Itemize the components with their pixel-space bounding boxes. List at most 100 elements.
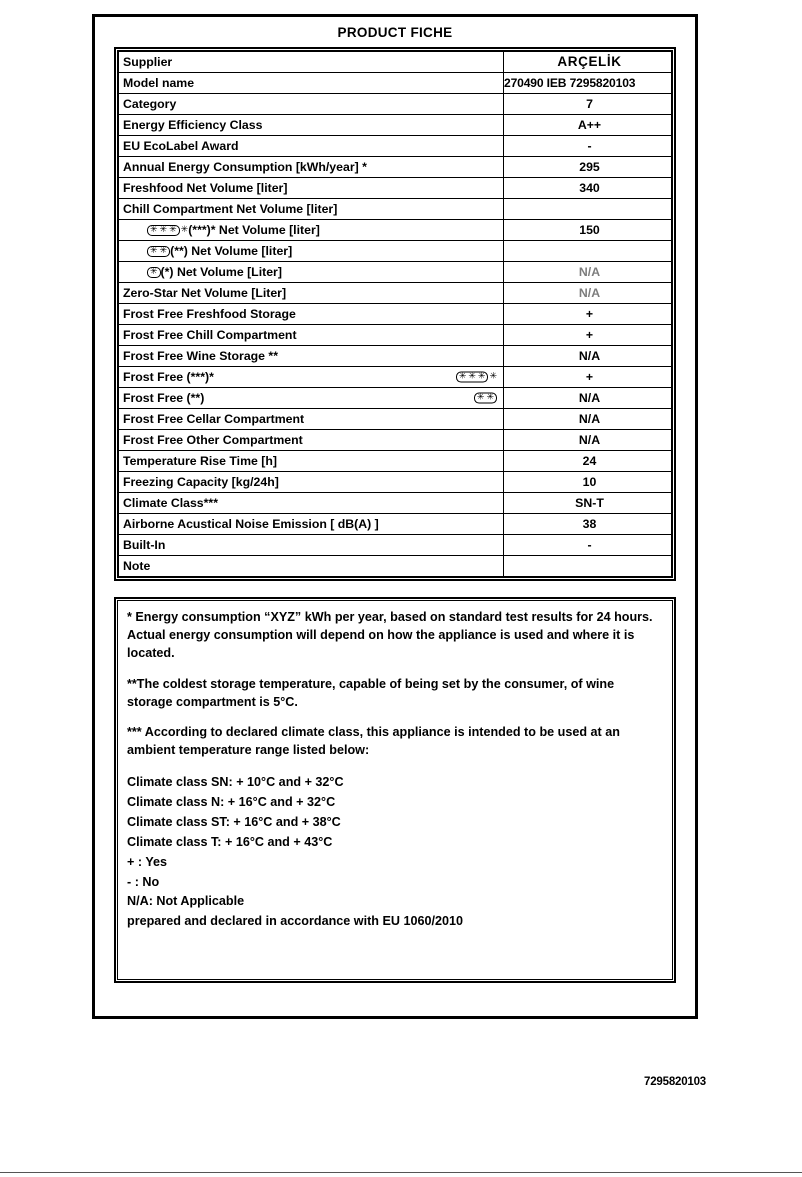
spec-value-cell (503, 198, 672, 220)
table-row: Annual Energy Consumption [kWh/year] * 29… (118, 156, 672, 178)
star-icon: ✳ (486, 392, 494, 403)
note-line: Climate class T: + 16°C and + 43°C (127, 834, 333, 849)
table-row: Climate Class*** SN-T (118, 492, 672, 514)
specification-table-inner: Supplier ARÇELİK Model name 270490 IEB 7295… (117, 50, 673, 578)
notes-container: * Energy consumption “XYZ” kWh per year,… (114, 597, 676, 983)
star-icon: ✳ (159, 245, 168, 256)
table-row: Built-In - (118, 534, 672, 556)
three-star-plus-one-badge: ✳ ✳ ✳ ✳ (147, 224, 188, 236)
note-line: N/A: Not Applicable (127, 894, 245, 909)
spec-label-cell: Energy Efficiency Class (118, 114, 504, 136)
star-icon: ✳ (150, 224, 158, 235)
spec-value-cell: N/A (503, 387, 672, 409)
two-star-badge: ✳ ✳ (473, 392, 497, 404)
notes-paragraph-group: * Energy consumption “XYZ” kWh per year,… (127, 609, 663, 760)
star-badge-box: ✳ ✳ ✳ (147, 224, 180, 236)
table-row: Frost Free Chill Compartment + (118, 324, 672, 346)
table-row: Chill Compartment Net Volume [liter] (118, 198, 672, 220)
spec-label-cell: Zero-Star Net Volume [Liter] (118, 282, 504, 304)
spec-label-cell: Frost Free Chill Compartment (118, 324, 504, 346)
star-badge-box: ✳ ✳ (147, 245, 171, 257)
spec-label-text: Zero-Star Net Volume [Liter] (123, 285, 287, 300)
spec-label-cell: Climate Class*** (118, 492, 504, 514)
spec-value-cell: SN-T (503, 492, 672, 514)
spec-label-cell: Temperature Rise Time [h] (118, 450, 504, 472)
star-badge-box: ✳ ✳ ✳ (455, 371, 489, 383)
spec-label-right-icon: ✳ ✳ ✳ ✳ (455, 371, 497, 384)
note-paragraph: **The coldest storage temperature, capab… (127, 676, 615, 709)
star-badge-box: ✳ (147, 266, 161, 278)
spec-label-text: (*) Net Volume [Liter] (160, 264, 282, 279)
spec-value-cell: A++ (503, 114, 672, 136)
note-line: prepared and declared in accordance with… (127, 914, 463, 929)
note-line: - : No (127, 874, 160, 889)
star-badge-box: ✳ ✳ (473, 392, 497, 404)
spec-value-cell (503, 240, 672, 262)
spec-label-text: EU EcoLabel Award (123, 138, 239, 153)
spec-label-text: Temperature Rise Time [h] (123, 453, 277, 468)
spec-label-text: Frost Free Chill Compartment (123, 327, 297, 342)
spec-label-text: Supplier (123, 54, 173, 69)
spec-label-text: Frost Free Cellar Compartment (123, 411, 305, 426)
table-row: Frost Free Wine Storage ** N/A (118, 345, 672, 367)
spec-label-text: (**) Net Volume [liter] (170, 243, 293, 258)
spec-label-cell: Frost Free Cellar Compartment (118, 408, 504, 430)
spec-value-cell: + (503, 366, 672, 388)
table-row: Frost Free (**) ✳ ✳ N/A (118, 387, 672, 409)
note-label-cell: Note (118, 555, 504, 577)
spec-value-cell: 270490 IEB 7295820103 (503, 72, 672, 94)
spec-label-cell: ✳ ✳ ✳ ✳ (***)* Net Volume [liter] (118, 219, 504, 241)
note-paragraph: * Energy consumption “XYZ” kWh per year,… (127, 610, 653, 660)
note-paragraph: *** According to declared climate class,… (127, 725, 620, 758)
spec-value-cell: - (503, 135, 672, 157)
spec-value-cell: 295 (503, 156, 672, 178)
spec-value-cell: 7 (503, 93, 672, 115)
spec-label-cell: Freezing Capacity [kg/24h] (118, 471, 504, 493)
table-row: Temperature Rise Time [h] 24 (118, 450, 672, 472)
star-icon: ✳ (468, 371, 476, 382)
table-row: Frost Free Other Compartment N/A (118, 429, 672, 451)
spec-label-cell: Frost Free Other Compartment (118, 429, 504, 451)
page-bottom-rule (0, 1172, 802, 1173)
note-value-cell (503, 555, 672, 577)
spec-label-text: Frost Free (***)* (123, 369, 214, 384)
spec-label-text: Frost Free Freshfood Storage (123, 306, 296, 321)
spec-label-text: Frost Free Other Compartment (123, 432, 303, 447)
spec-value-cell: ARÇELİK (503, 51, 672, 73)
footer-product-code: 7295820103 (644, 1076, 706, 1088)
table-row: Freezing Capacity [kg/24h] 10 (118, 471, 672, 493)
star-icon: ✳ (458, 371, 467, 382)
spec-label-cell: Freshfood Net Volume [liter] (118, 177, 504, 199)
star-icon: ✳ (477, 371, 486, 382)
table-row: Airborne Acustical Noise Emission [ dB(A… (118, 513, 672, 535)
spec-label-right-icon: ✳ ✳ (473, 392, 497, 405)
spec-value-cell: N/A (503, 345, 672, 367)
spec-label-text: Category (123, 96, 177, 111)
table-row: ✳ ✳ (**) Net Volume [liter] (118, 240, 672, 262)
spec-label-text: Freezing Capacity [kg/24h] (123, 474, 279, 489)
spec-label-text: Chill Compartment Net Volume [liter] (123, 201, 338, 216)
star-icon: ✳ (150, 245, 158, 256)
table-row: Frost Free Cellar Compartment N/A (118, 408, 672, 430)
spec-label-cell: Supplier (118, 51, 504, 73)
spec-label-cell: Airborne Acustical Noise Emission [ dB(A… (118, 513, 504, 535)
table-row: Zero-Star Net Volume [Liter] N/A (118, 282, 672, 304)
spec-label-text: Airborne Acustical Noise Emission [ dB(A… (123, 516, 379, 531)
star-icon: ✳ (489, 371, 497, 382)
three-star-plus-one-badge: ✳ ✳ ✳ ✳ (455, 371, 497, 383)
spec-label-text: Built-In (123, 537, 166, 552)
spec-label-cell: Frost Free Wine Storage ** (118, 345, 504, 367)
spec-label-cell: Annual Energy Consumption [kWh/year] * (118, 156, 504, 178)
spec-label-cell: Built-In (118, 534, 504, 556)
spec-value-cell: + (503, 324, 672, 346)
spec-value-cell: - (503, 534, 672, 556)
spec-label-text: Climate Class*** (123, 495, 219, 510)
note-line: Climate class SN: + 10°C and + 32°C (127, 775, 344, 790)
specification-table-container: Supplier ARÇELİK Model name 270490 IEB 7295… (114, 47, 676, 581)
table-row: Energy Efficiency Class A++ (118, 114, 672, 136)
two-star-badge: ✳ ✳ (147, 245, 171, 257)
spec-label-text: Freshfood Net Volume [liter] (123, 180, 288, 195)
spec-label-text: Model name (123, 75, 195, 90)
spec-label-cell: Frost Free Freshfood Storage (118, 303, 504, 325)
page-title: PRODUCT FICHE (337, 25, 453, 40)
